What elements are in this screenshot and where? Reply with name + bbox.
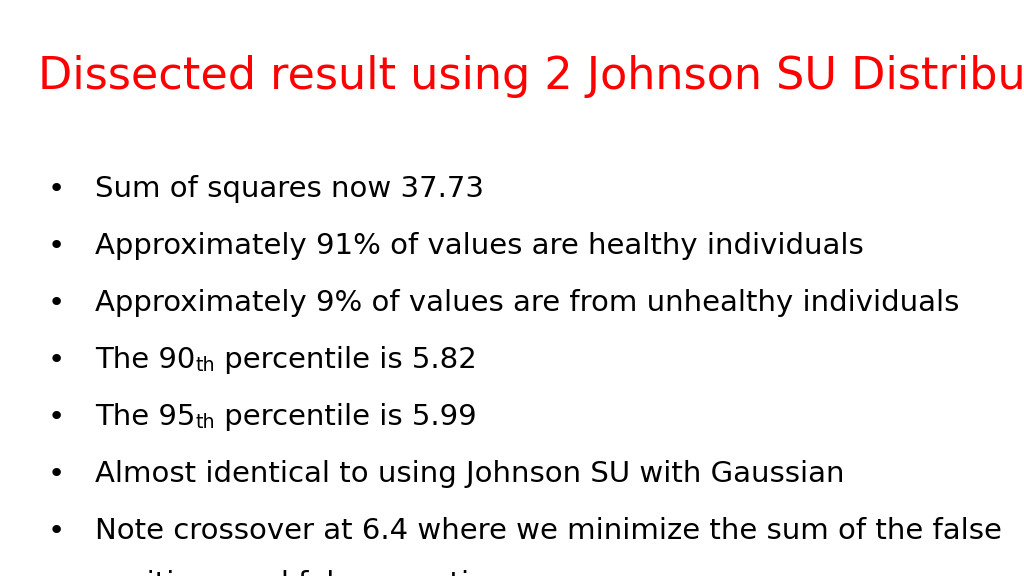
Text: th: th xyxy=(196,356,215,375)
Text: Dissected result using 2 Johnson SU Distributions: Dissected result using 2 Johnson SU Dist… xyxy=(38,55,1024,98)
Text: percentile is 5.99: percentile is 5.99 xyxy=(215,403,476,431)
Text: Approximately 9% of values are from unhealthy individuals: Approximately 9% of values are from unhe… xyxy=(95,289,959,317)
Text: •: • xyxy=(48,403,66,431)
Text: positives and false negatives: positives and false negatives xyxy=(95,570,519,576)
Text: percentile is 5.82: percentile is 5.82 xyxy=(215,346,476,374)
Text: Almost identical to using Johnson SU with Gaussian: Almost identical to using Johnson SU wit… xyxy=(95,460,845,488)
Text: Approximately 91% of values are healthy individuals: Approximately 91% of values are healthy … xyxy=(95,232,864,260)
Text: The 95: The 95 xyxy=(95,403,196,431)
Text: •: • xyxy=(48,517,66,545)
Text: The 90: The 90 xyxy=(95,346,196,374)
Text: •: • xyxy=(48,175,66,203)
Text: •: • xyxy=(48,232,66,260)
Text: •: • xyxy=(48,460,66,488)
Text: •: • xyxy=(48,289,66,317)
Text: th: th xyxy=(196,413,215,432)
Text: •: • xyxy=(48,346,66,374)
Text: Note crossover at 6.4 where we minimize the sum of the false: Note crossover at 6.4 where we minimize … xyxy=(95,517,1001,545)
Text: Sum of squares now 37.73: Sum of squares now 37.73 xyxy=(95,175,484,203)
